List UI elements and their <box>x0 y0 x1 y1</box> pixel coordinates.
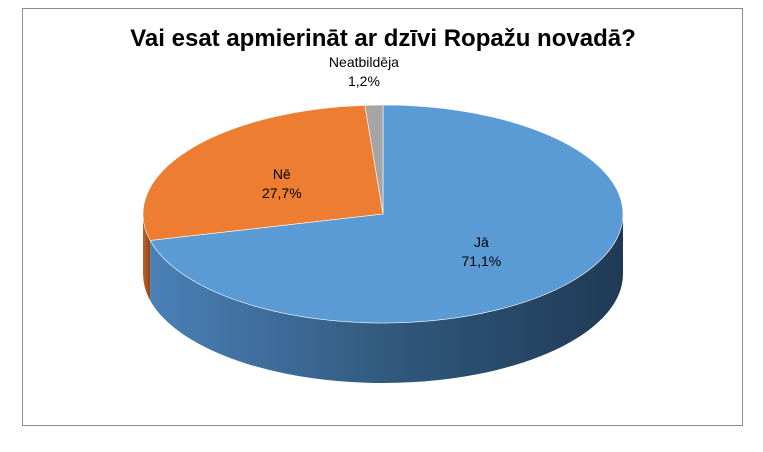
pie-slice-neatbildeja <box>364 104 384 215</box>
pie-side-ja <box>150 214 623 384</box>
slice-label-neatbildeja: Neatbildēja <box>329 54 399 70</box>
slice-label-ne: Nē <box>273 166 291 182</box>
slice-label-ja: Jā <box>474 234 489 250</box>
pie-sides <box>143 214 623 384</box>
pie-slice-ja <box>149 104 624 324</box>
pie-labels: Jā 71,1% Nē 27,7% Neatbildēja 1,2% <box>262 54 501 269</box>
slice-value-neatbildeja: 1,2% <box>348 73 380 89</box>
chart-title: Vai esat apmierināt ar dzīvi Ropažu nova… <box>130 25 636 52</box>
pie-slices <box>142 104 624 324</box>
slice-value-ne: 27,7% <box>262 185 302 201</box>
pie-slice-ne <box>142 105 384 241</box>
slice-value-ja: 71,1% <box>462 253 502 269</box>
pie-side-ne <box>143 214 151 301</box>
